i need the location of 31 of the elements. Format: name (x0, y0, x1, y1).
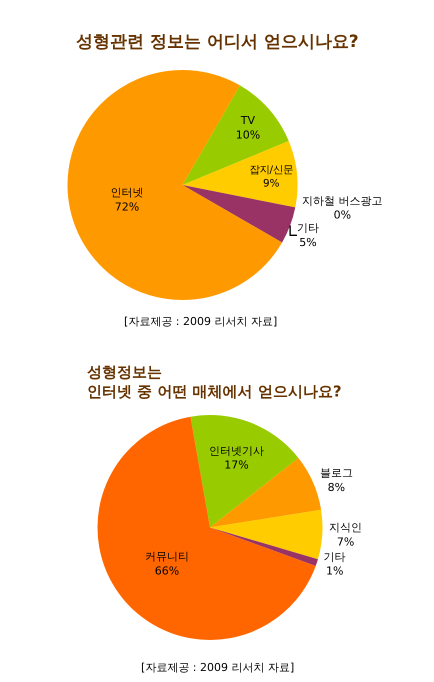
slice-label: TV (240, 114, 256, 127)
data-label: 66% (154, 564, 180, 578)
slice-label: 블로그 (320, 466, 353, 480)
data-label: 8% (328, 480, 346, 494)
data-label: 9% (262, 177, 280, 190)
data-label: 72% (114, 200, 140, 214)
chart-title: 성형정보는 인터넷 중 어떤 매체에서 얻으시나요? (87, 363, 342, 400)
chart-title: 성형관련 정보는 어디서 얻으시나요? (76, 32, 359, 52)
slice-label: 기타 (296, 222, 319, 235)
text: [자료제공 : 2009 리서치 자료] (141, 661, 294, 674)
slice-label: 기타 (324, 550, 346, 564)
text: 0% (334, 208, 352, 222)
pie-slice (210, 510, 322, 560)
data-label: 7% (336, 535, 354, 548)
slice-label: 지식인 (329, 521, 362, 534)
category-label: 지하철 버스광고 (302, 194, 383, 208)
data-label: 17% (224, 458, 249, 472)
data-label: 5% (299, 236, 317, 249)
pie-slice (182, 140, 298, 208)
pie-slice (210, 528, 318, 566)
data-label: 10% (236, 128, 260, 142)
slice-label: 인터넷기사 (209, 444, 264, 458)
pie-slice (190, 415, 298, 528)
slice-label: 인터넷 (110, 186, 144, 200)
text: [자료제공 : 2009 리서치 자료] (124, 315, 278, 328)
pie-slice (182, 185, 296, 242)
pie-slice (210, 458, 322, 528)
data-label: 1% (326, 564, 344, 578)
slice-label: 잡지/신문 (249, 164, 293, 176)
slice-label: 커뮤니티 (144, 550, 189, 564)
pie-slice (98, 416, 316, 640)
